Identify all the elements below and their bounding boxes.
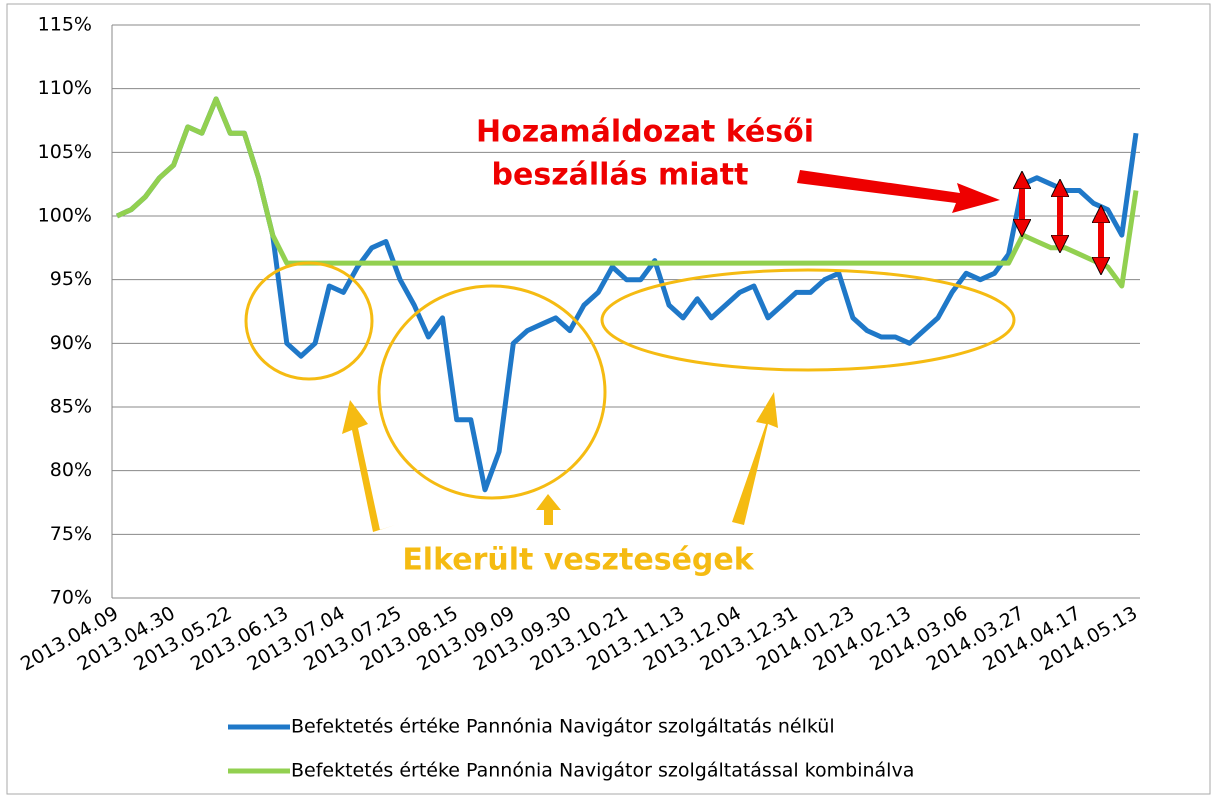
legend-label: Befektetés értéke Pannónia Navigátor szo… xyxy=(291,760,914,782)
legend-label: Befektetés értéke Pannónia Navigátor szo… xyxy=(291,716,835,738)
y-tick-label: 90% xyxy=(50,332,92,354)
annotation: beszállás miatt xyxy=(492,158,749,193)
annotation: Hozamáldozat késői xyxy=(476,115,814,150)
y-tick-label: 80% xyxy=(50,459,92,481)
y-tick-label: 85% xyxy=(50,396,92,418)
gap-arrows xyxy=(1022,180,1101,266)
annotation: Elkerült veszteségek xyxy=(402,543,754,578)
y-tick-label: 70% xyxy=(50,587,92,609)
y-tick-label: 75% xyxy=(50,523,92,545)
y-tick-label: 105% xyxy=(38,141,92,163)
y-tick-label: 115% xyxy=(38,14,92,36)
y-tick-label: 95% xyxy=(50,268,92,290)
arrows xyxy=(342,170,1000,532)
y-tick-label: 110% xyxy=(38,77,92,99)
y-tick-label: 100% xyxy=(38,205,92,227)
series-line xyxy=(115,96,1139,493)
series-line xyxy=(115,96,1139,289)
decorations xyxy=(244,261,1016,500)
frame xyxy=(6,3,1211,795)
